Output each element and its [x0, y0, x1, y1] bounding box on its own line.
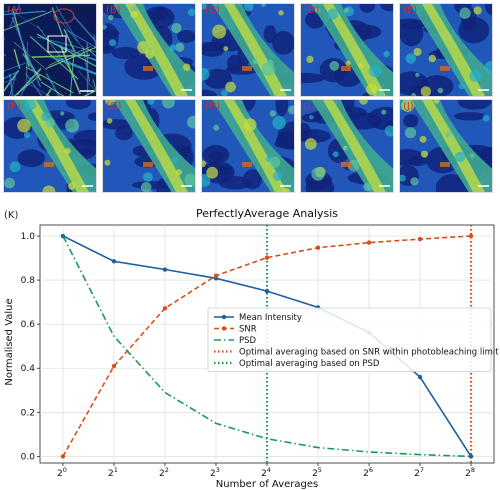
x-tick-label: 28 — [465, 466, 475, 479]
x-tick-label: 20 — [57, 466, 67, 479]
image-panel: (F) — [3, 99, 97, 193]
panel-label: (F) — [7, 101, 21, 112]
data-point — [111, 259, 117, 264]
chart-title: PerfectlyAverage Analysis — [196, 207, 338, 220]
data-point — [162, 267, 168, 272]
panel-label: (H) — [205, 101, 221, 112]
series-line — [62, 235, 472, 458]
chart-panel-label: (K) — [4, 210, 18, 221]
image-panel: (B) — [102, 3, 196, 97]
data-point — [417, 374, 423, 380]
data-point — [315, 245, 321, 250]
legend-entry-label: Optimal averaging based on SNR within ph… — [239, 348, 499, 358]
legend-marker — [221, 314, 227, 320]
microscopy-image — [400, 4, 492, 96]
data-point — [213, 273, 219, 278]
x-tick-label: 22 — [159, 466, 169, 479]
microscopy-image — [103, 4, 195, 96]
legend-entry-label: SNR — [239, 325, 257, 335]
data-point — [417, 236, 423, 242]
image-panel: (G) — [102, 99, 196, 193]
panel-label: (C) — [205, 5, 220, 16]
panel-label: (J) — [403, 101, 414, 112]
microscopy-image — [202, 4, 294, 96]
legend-marker — [221, 326, 227, 331]
x-axis-label: Number of Averages — [216, 479, 318, 490]
image-panel: (H) — [201, 99, 295, 193]
data-point — [264, 288, 270, 294]
image-panel: (J) — [399, 99, 493, 193]
microscopy-image — [4, 4, 96, 96]
series-line — [62, 235, 472, 457]
legend-entry-label: Mean Intensity — [239, 313, 302, 323]
data-point — [468, 233, 474, 239]
microscopy-image — [103, 100, 195, 192]
panel-label: (E) — [403, 5, 418, 16]
x-tick-label: 27 — [414, 466, 424, 479]
y-tick-label: 0.8 — [21, 276, 36, 286]
data-point — [111, 363, 117, 369]
y-tick-label: 1.0 — [21, 232, 36, 242]
data-point — [366, 240, 372, 245]
microscopy-image — [4, 100, 96, 192]
microscopy-image — [400, 100, 492, 192]
image-panel: (C) — [201, 3, 295, 97]
panel-label: (A) — [7, 5, 22, 16]
data-point — [264, 255, 270, 260]
x-tick-label: 21 — [108, 466, 118, 479]
y-axis-label: Normalised Value — [4, 298, 15, 385]
microscopy-image — [301, 100, 393, 192]
image-panel: (E) — [399, 3, 493, 97]
data-point — [468, 454, 474, 459]
y-tick-label: 0.4 — [21, 364, 36, 374]
x-tick-label: 25 — [312, 466, 322, 479]
y-tick-label: 0.6 — [21, 320, 36, 330]
panel-label: (I) — [304, 101, 315, 112]
y-tick-label: 0.2 — [21, 408, 35, 418]
data-point — [60, 454, 66, 459]
data-point — [162, 306, 168, 311]
y-tick-label: 0.0 — [21, 452, 36, 462]
x-tick-label: 23 — [210, 466, 220, 479]
x-tick-label: 26 — [363, 466, 373, 479]
legend-entry-label: Optimal averaging based on PSD — [239, 359, 380, 369]
image-panel: (A) — [3, 3, 97, 97]
panel-label: (B) — [106, 5, 121, 16]
image-panel: (I) — [300, 99, 394, 193]
microscopy-image — [301, 4, 393, 96]
microscopy-image — [202, 100, 294, 192]
panel-label: (D) — [304, 5, 320, 16]
x-tick-label: 24 — [261, 466, 271, 479]
image-panel: (D) — [300, 3, 394, 97]
perfectly-average-chart: (K) PerfectlyAverage Analysis Number of … — [4, 207, 499, 490]
legend-entry-label: PSD — [239, 336, 257, 346]
chart-legend — [207, 307, 492, 372]
panel-label: (G) — [106, 101, 122, 112]
microscopy-panel-grid: (A) (B) (C) (D) (E) (F) (G) (H) (I) (J) — [0, 0, 500, 200]
